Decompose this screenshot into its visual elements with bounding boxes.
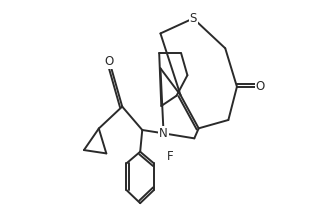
Text: O: O [256,80,265,93]
Text: N: N [159,127,168,140]
Text: S: S [190,12,197,25]
Text: O: O [105,55,114,68]
Text: F: F [167,150,174,163]
